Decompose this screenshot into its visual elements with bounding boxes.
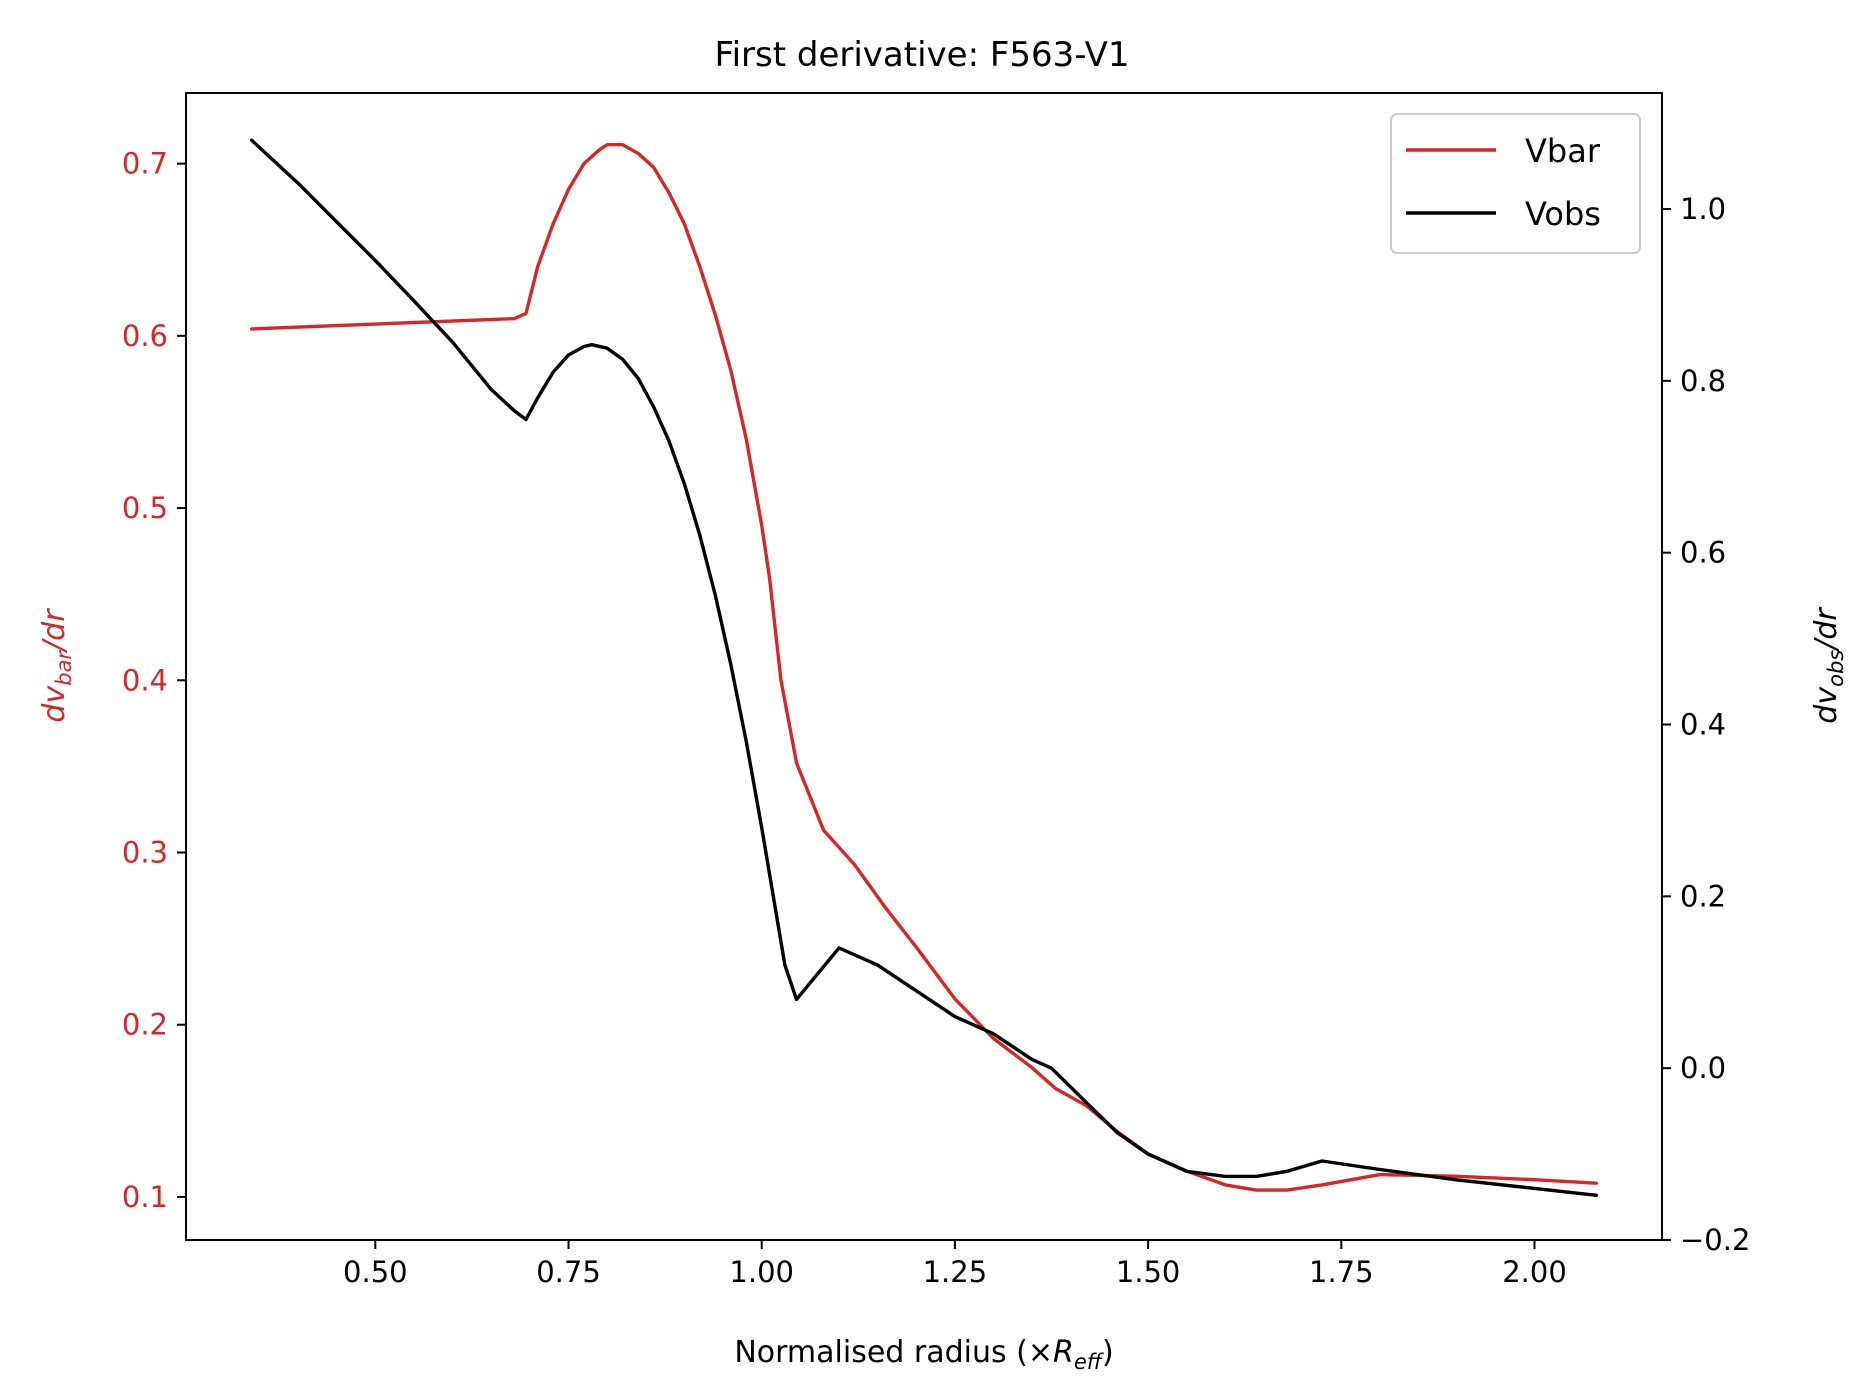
legend-label-vobs: Vobs: [1525, 195, 1601, 233]
legend: Vbar Vobs: [1390, 113, 1641, 254]
x-tick-label: 2.00: [1502, 1255, 1567, 1289]
y-axis-left: 0.1 0.2 0.3 0.4 0.5 0.6 0.7: [122, 147, 186, 1214]
y-axis-left-label-sub: bar: [52, 650, 76, 686]
x-axis-label-prefix: Normalised radius (×: [734, 1335, 1053, 1370]
legend-box: [1390, 113, 1641, 254]
y-axis-left-label-d: dv: [37, 685, 72, 723]
y-axis-right: −0.2 0.0 0.2 0.4 0.6 0.8 1.0: [1662, 192, 1750, 1257]
x-tick-label: 1.25: [923, 1255, 988, 1289]
chart-title: First derivative: F563-V1: [715, 35, 1130, 75]
y-right-tick-label: 1.0: [1680, 192, 1726, 226]
y-left-tick-label: 0.4: [122, 663, 168, 697]
x-tick-label: 0.50: [343, 1255, 408, 1289]
plot-area: [249, 138, 1599, 1198]
x-axis: 0.50 0.75 1.00 1.25 1.50 1.75 2.00: [343, 1240, 1567, 1289]
x-tick-label: 1.00: [729, 1255, 794, 1289]
x-tick-label: 1.75: [1309, 1255, 1374, 1289]
legend-label-vbar: Vbar: [1525, 132, 1601, 170]
x-axis-label: Normalised radius (×Reff): [734, 1335, 1113, 1374]
series-line-vobs: [249, 138, 1599, 1198]
x-axis-label-suffix: ): [1102, 1335, 1114, 1370]
x-axis-label-var: R: [1053, 1335, 1074, 1370]
y-left-tick-label: 0.7: [122, 147, 168, 181]
y-left-tick-label: 0.1: [122, 1180, 168, 1214]
series-line-vbar: [249, 142, 1599, 1192]
plot-frame: [185, 92, 1663, 1241]
y-right-tick-label: −0.2: [1680, 1223, 1750, 1257]
y-axis-right-label-rest: /dr: [1809, 607, 1844, 653]
y-right-tick-label: 0.6: [1680, 536, 1726, 570]
y-axis-left-label: dvbar/dr: [37, 608, 76, 723]
y-axis-left-label-rest: /dr: [37, 608, 72, 654]
y-right-tick-label: 0.8: [1680, 364, 1726, 398]
y-left-tick-label: 0.3: [122, 836, 168, 870]
y-axis-right-label-sub: obs: [1824, 650, 1848, 687]
x-tick-label: 1.50: [1116, 1255, 1181, 1289]
y-axis-right-label: dvobs/dr: [1809, 607, 1848, 724]
y-axis-right-label-d: dv: [1809, 686, 1844, 724]
y-right-tick-label: 0.4: [1680, 707, 1726, 741]
y-right-tick-label: 0.0: [1680, 1051, 1726, 1085]
y-left-tick-label: 0.6: [122, 319, 168, 353]
y-left-tick-label: 0.5: [122, 491, 168, 525]
x-tick-label: 0.75: [536, 1255, 601, 1289]
y-right-tick-label: 0.2: [1680, 879, 1726, 913]
x-axis-label-sub: eff: [1074, 1350, 1105, 1374]
y-left-tick-label: 0.2: [122, 1008, 168, 1042]
